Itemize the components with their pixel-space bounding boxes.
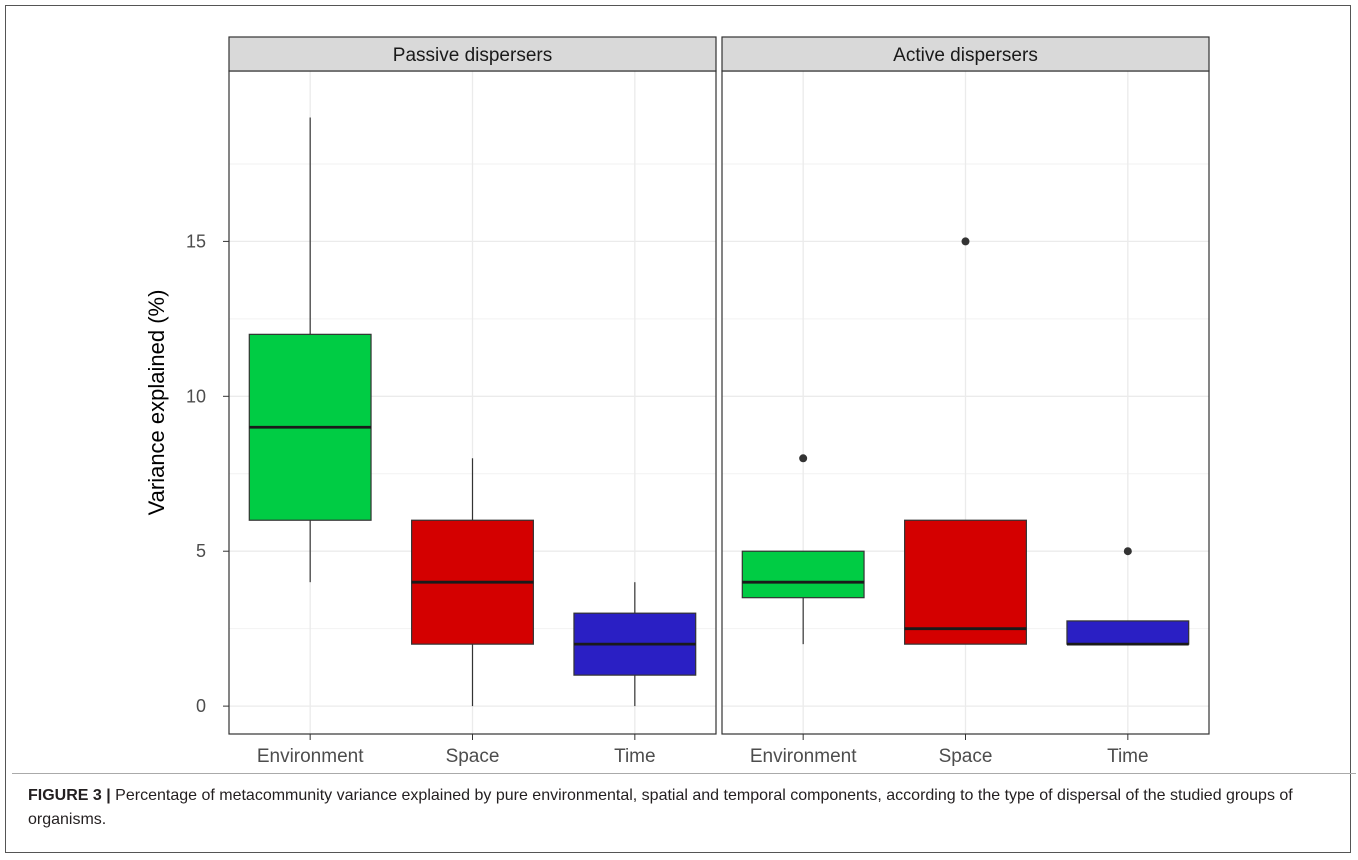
box-space bbox=[904, 519, 1027, 645]
y-tick-label: 10 bbox=[186, 386, 206, 406]
x-tick-label: Environment bbox=[257, 746, 364, 767]
x-tick-label: Time bbox=[1107, 746, 1149, 767]
figure-frame: Variance explained (%) 0 5 10 15 Passive disp… bbox=[5, 5, 1356, 853]
panel-title: Passive dispersers bbox=[393, 45, 552, 66]
figure-label: FIGURE 3 | bbox=[28, 787, 111, 804]
y-tick-label: 5 bbox=[196, 541, 206, 561]
box-environment bbox=[741, 550, 865, 599]
y-tick-label: 0 bbox=[196, 696, 206, 716]
x-tick-label: Environment bbox=[750, 746, 857, 767]
y-tick-label: 15 bbox=[186, 231, 206, 251]
boxplot-chart: Variance explained (%) 0 5 10 15 Passive disp… bbox=[144, 36, 1210, 767]
box-time bbox=[1066, 620, 1190, 645]
figure-caption-text: Percentage of metacommunity variance exp… bbox=[28, 787, 1293, 828]
outlier-point bbox=[961, 237, 970, 246]
caption-divider bbox=[12, 773, 1356, 774]
x-tick-label: Time bbox=[614, 746, 656, 767]
outlier-point bbox=[799, 454, 808, 463]
y-axis-label: Variance explained (%) bbox=[144, 290, 169, 516]
x-tick-label: Space bbox=[446, 746, 500, 767]
panel-strip bbox=[228, 36, 717, 72]
x-tick-label: Space bbox=[939, 746, 993, 767]
panel-title: Active dispersers bbox=[893, 45, 1038, 66]
outlier-point bbox=[1123, 547, 1132, 556]
figure-caption: FIGURE 3 | Percentage of metacommunity v… bbox=[28, 784, 1338, 832]
panel-strip bbox=[721, 36, 1210, 72]
